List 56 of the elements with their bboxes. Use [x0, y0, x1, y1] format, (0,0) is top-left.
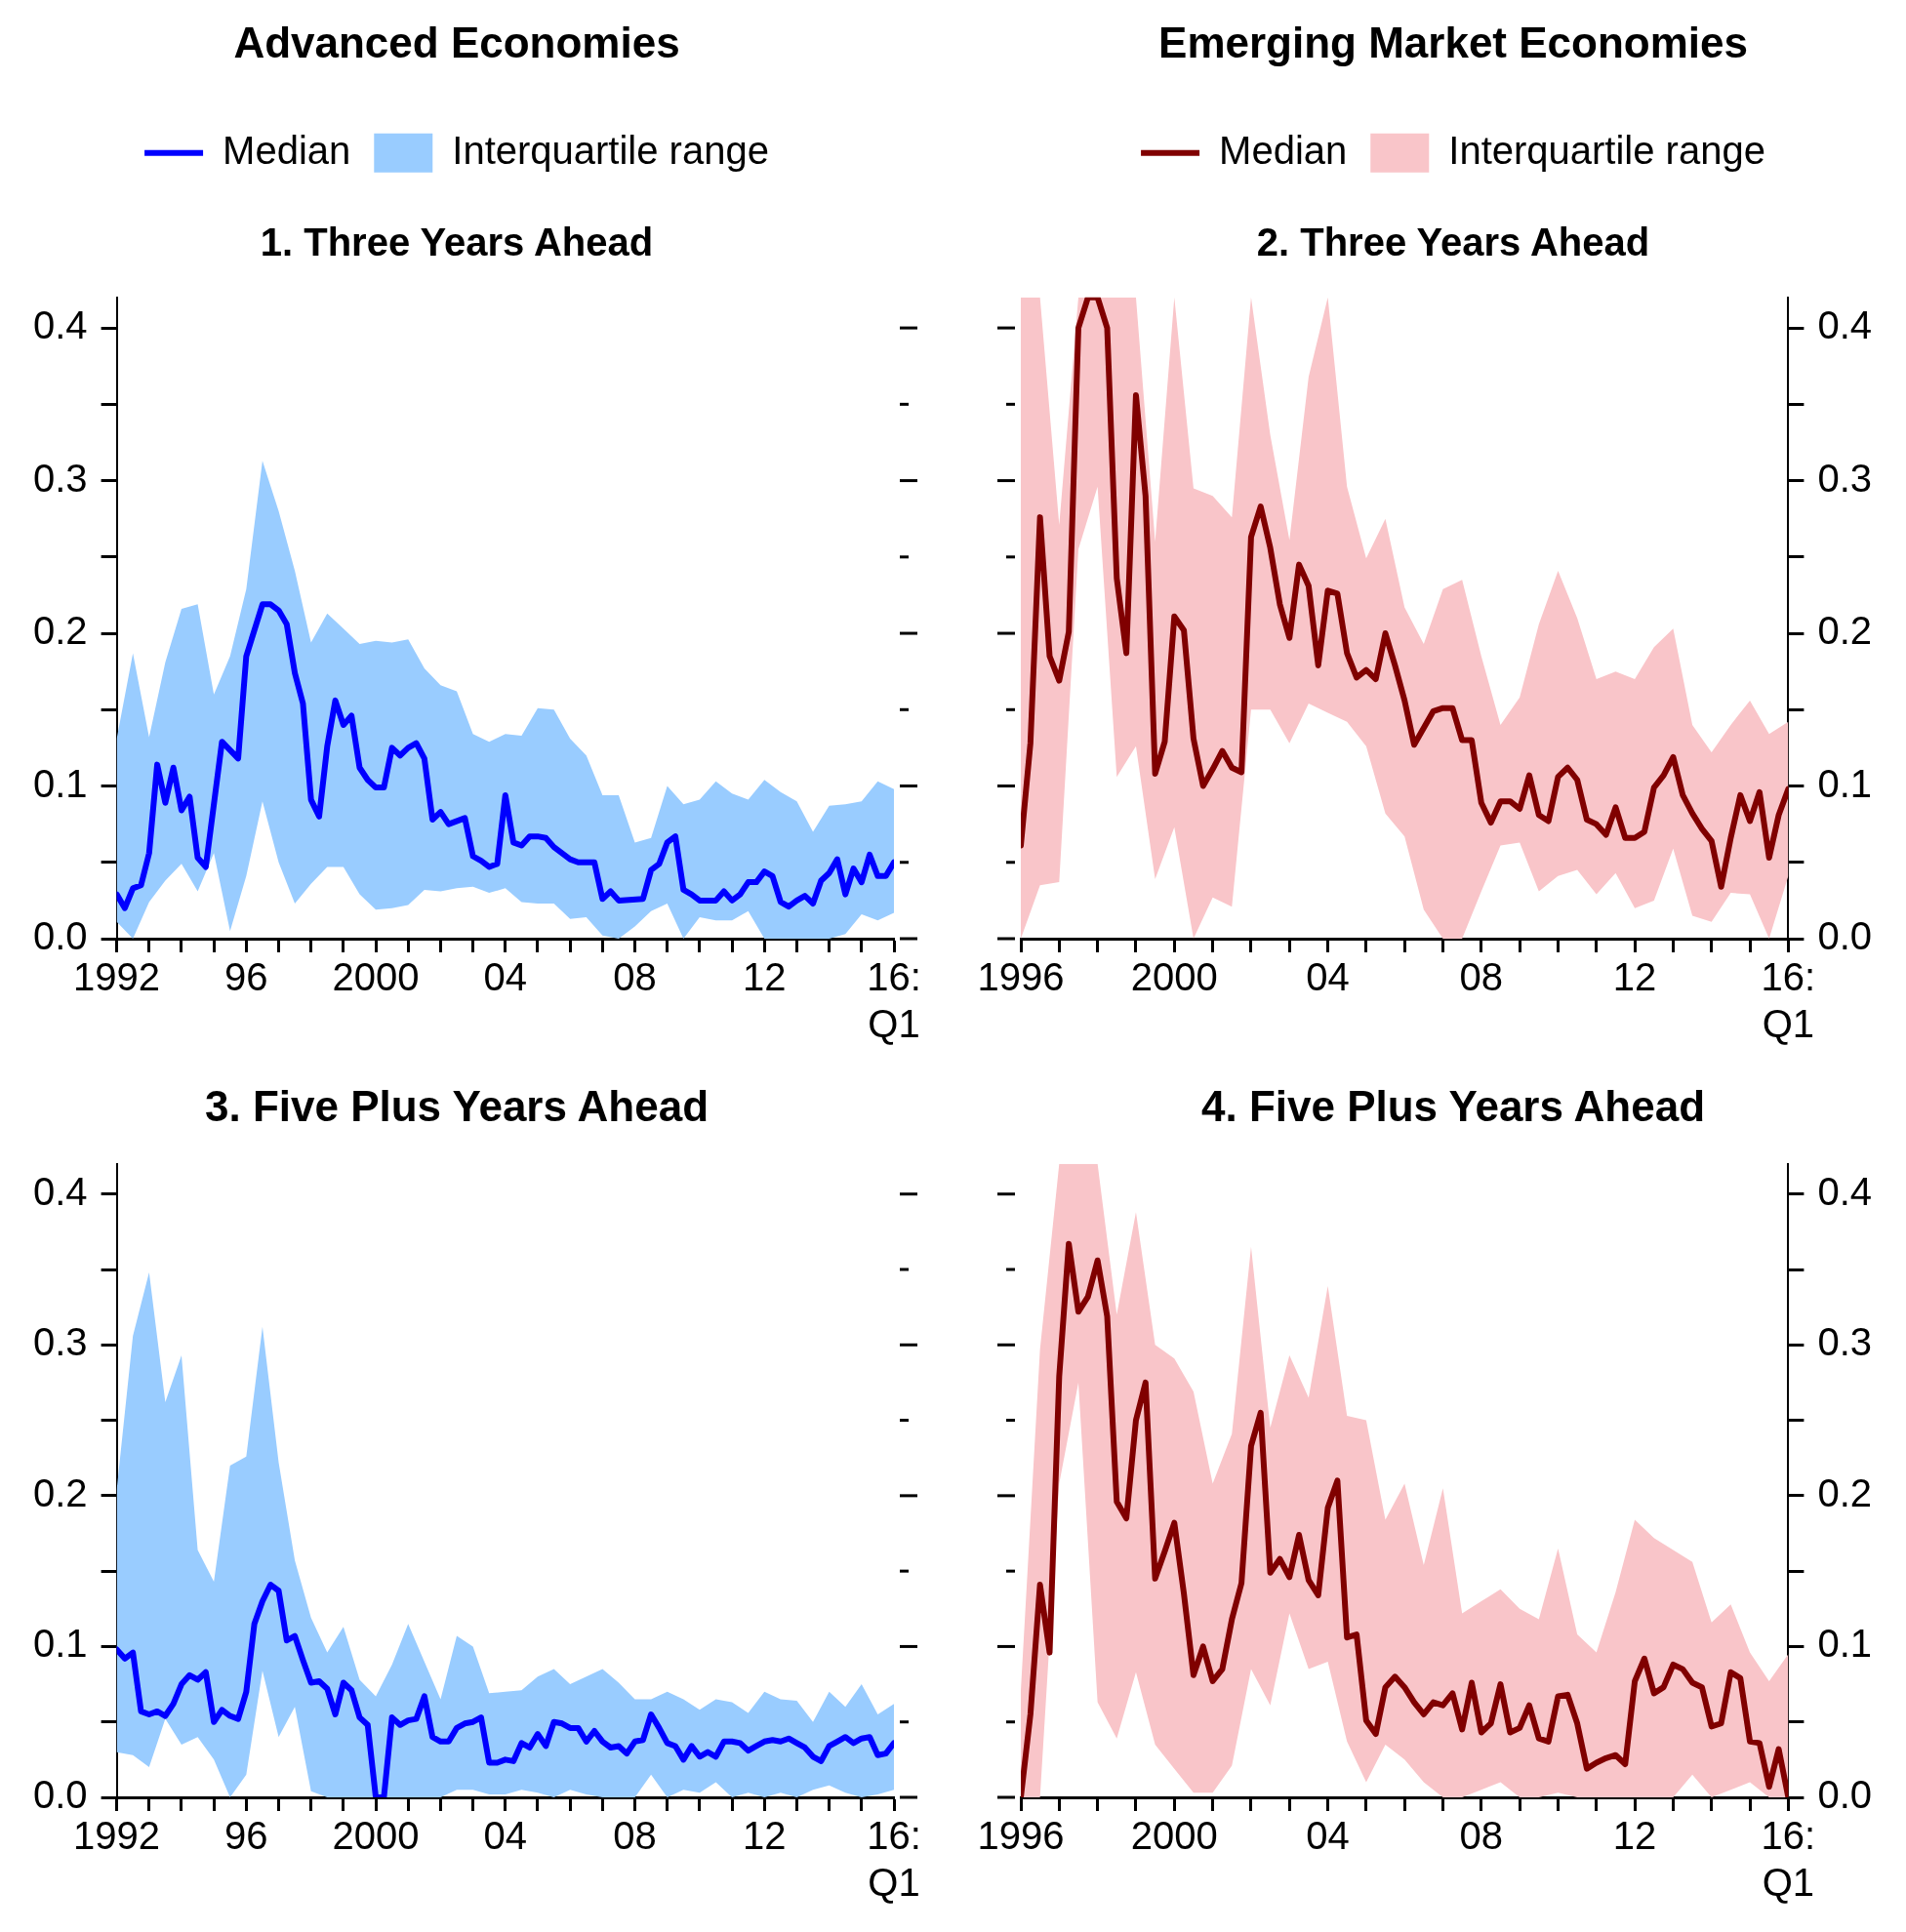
y-tick-label: 0.0: [33, 1773, 88, 1817]
x-tick-label: 12: [1612, 1814, 1657, 1858]
chart-subtitle: 2. Three Years Ahead: [1256, 220, 1650, 263]
chart-title: 4. Five Plus Years Ahead: [1200, 1081, 1706, 1130]
legend-label: Median: [223, 128, 351, 172]
x-tick-label: 04: [1306, 1814, 1350, 1858]
y2-tick-label: 0.1: [1817, 1622, 1872, 1666]
legend-label: Interquartile range: [452, 128, 769, 172]
x-tick-label: 04: [1306, 955, 1350, 999]
y-tick-label: 0.2: [33, 609, 88, 653]
x-tick-label: 16:Q1: [1761, 1814, 1816, 1905]
y-tick-label: 0.0: [33, 914, 88, 958]
y2-tick-label: 0.1: [1817, 761, 1872, 805]
x-tick-label: 12: [743, 955, 787, 999]
y-tick-label: 0.4: [33, 1169, 88, 1213]
y-tick-label: 0.1: [33, 761, 88, 805]
y-tick-label: 0.4: [33, 303, 88, 347]
x-tick-label: 12: [1612, 955, 1657, 999]
y2-tick-label: 0.2: [1817, 1470, 1872, 1514]
x-tick-label: 96: [224, 1814, 268, 1858]
y2-tick-label: 0.4: [1817, 1169, 1872, 1213]
y2-tick-label: 0.2: [1817, 609, 1872, 653]
y2-tick-label: 0.3: [1817, 1320, 1872, 1364]
chart-title: Emerging Market Economies: [1158, 18, 1748, 66]
y2-tick-label: 0.3: [1817, 456, 1872, 500]
x-tick-label: 2000: [332, 1814, 420, 1858]
x-tick-label: 04: [483, 955, 528, 999]
x-tick-label: 1992: [73, 955, 161, 999]
y-tick-label: 0.1: [33, 1622, 88, 1666]
x-tick-label: 08: [613, 955, 657, 999]
y2-tick-label: 0.0: [1817, 1773, 1872, 1817]
x-tick-label: 08: [1459, 1814, 1504, 1858]
legend-label: Interquartile range: [1448, 128, 1765, 172]
y-tick-label: 0.3: [33, 1320, 88, 1364]
x-tick-label: 04: [483, 1814, 528, 1858]
x-tick-label: 08: [613, 1814, 657, 1858]
x-tick-label: 08: [1459, 955, 1504, 999]
legend-label: Median: [1219, 128, 1348, 172]
y2-tick-label: 0.0: [1817, 914, 1872, 958]
x-tick-label: 1996: [977, 1814, 1065, 1858]
y-tick-label: 0.2: [33, 1470, 88, 1514]
x-tick-label: 2000: [1130, 1814, 1218, 1858]
y-tick-label: 0.3: [33, 456, 88, 500]
chart-subtitle: 1. Three Years Ahead: [260, 220, 654, 263]
x-tick-label: 12: [743, 1814, 787, 1858]
x-tick-label: 96: [224, 955, 268, 999]
x-tick-label: 1992: [73, 1814, 161, 1858]
x-tick-label: 16:Q1: [1761, 955, 1816, 1046]
x-tick-label: 16:Q1: [867, 955, 921, 1046]
x-tick-label: 16:Q1: [867, 1814, 921, 1905]
x-tick-label: 1996: [977, 955, 1065, 999]
chart-title: Advanced Economies: [233, 18, 680, 66]
y2-tick-label: 0.4: [1817, 303, 1872, 347]
chart-title: 3. Five Plus Years Ahead: [204, 1081, 710, 1130]
x-tick-label: 2000: [332, 955, 420, 999]
x-tick-label: 2000: [1130, 955, 1218, 999]
